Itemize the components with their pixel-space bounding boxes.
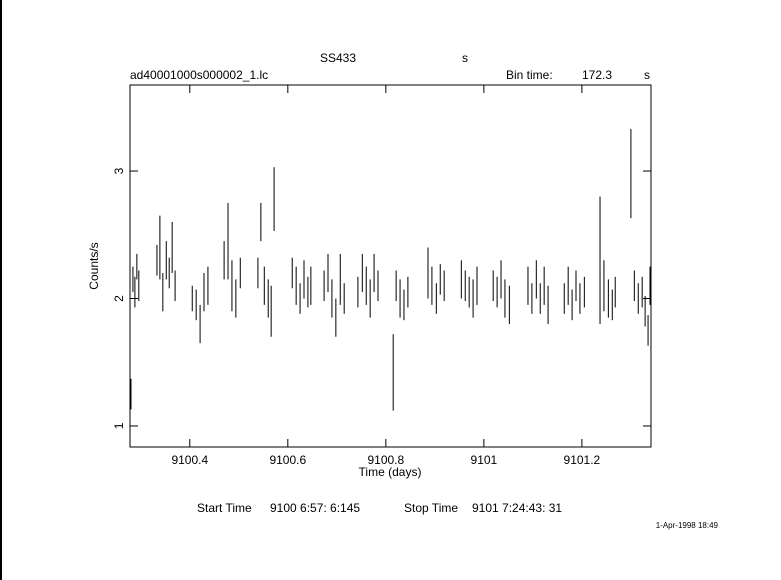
x-tick-label: 9100.6 — [269, 453, 306, 467]
y-axis-label: Counts/s — [87, 242, 101, 289]
file-name: ad40001000s000002_1.lc — [130, 68, 268, 82]
x-tick-label: 9100.4 — [171, 453, 208, 467]
stop-label: Stop Time — [404, 501, 458, 515]
bin-time-unit: s — [644, 68, 650, 82]
x-tick-label: 9101 — [471, 453, 498, 467]
start-time: 9100 6:57: 6:145 — [270, 501, 360, 515]
bin-time-label: Bin time: — [506, 68, 553, 82]
y-tick-label: 3 — [112, 167, 126, 174]
plot-frame — [129, 84, 652, 448]
x-tick-label: 9101.2 — [564, 453, 601, 467]
start-label: Start Time — [197, 501, 252, 515]
y-tick-label: 1 — [112, 422, 126, 429]
y-tick-label: 2 — [112, 295, 126, 302]
date-stamp: 1-Apr-1998 18:49 — [656, 521, 719, 530]
stop-time: 9101 7:24:43: 31 — [472, 501, 562, 515]
x-tick-label: 9100.8 — [367, 453, 404, 467]
bin-time: 172.3 — [582, 68, 612, 82]
chart-title: SS433 — [320, 51, 356, 65]
x-axis-label: Time (days) — [359, 465, 422, 479]
title-unit: s — [462, 51, 468, 65]
